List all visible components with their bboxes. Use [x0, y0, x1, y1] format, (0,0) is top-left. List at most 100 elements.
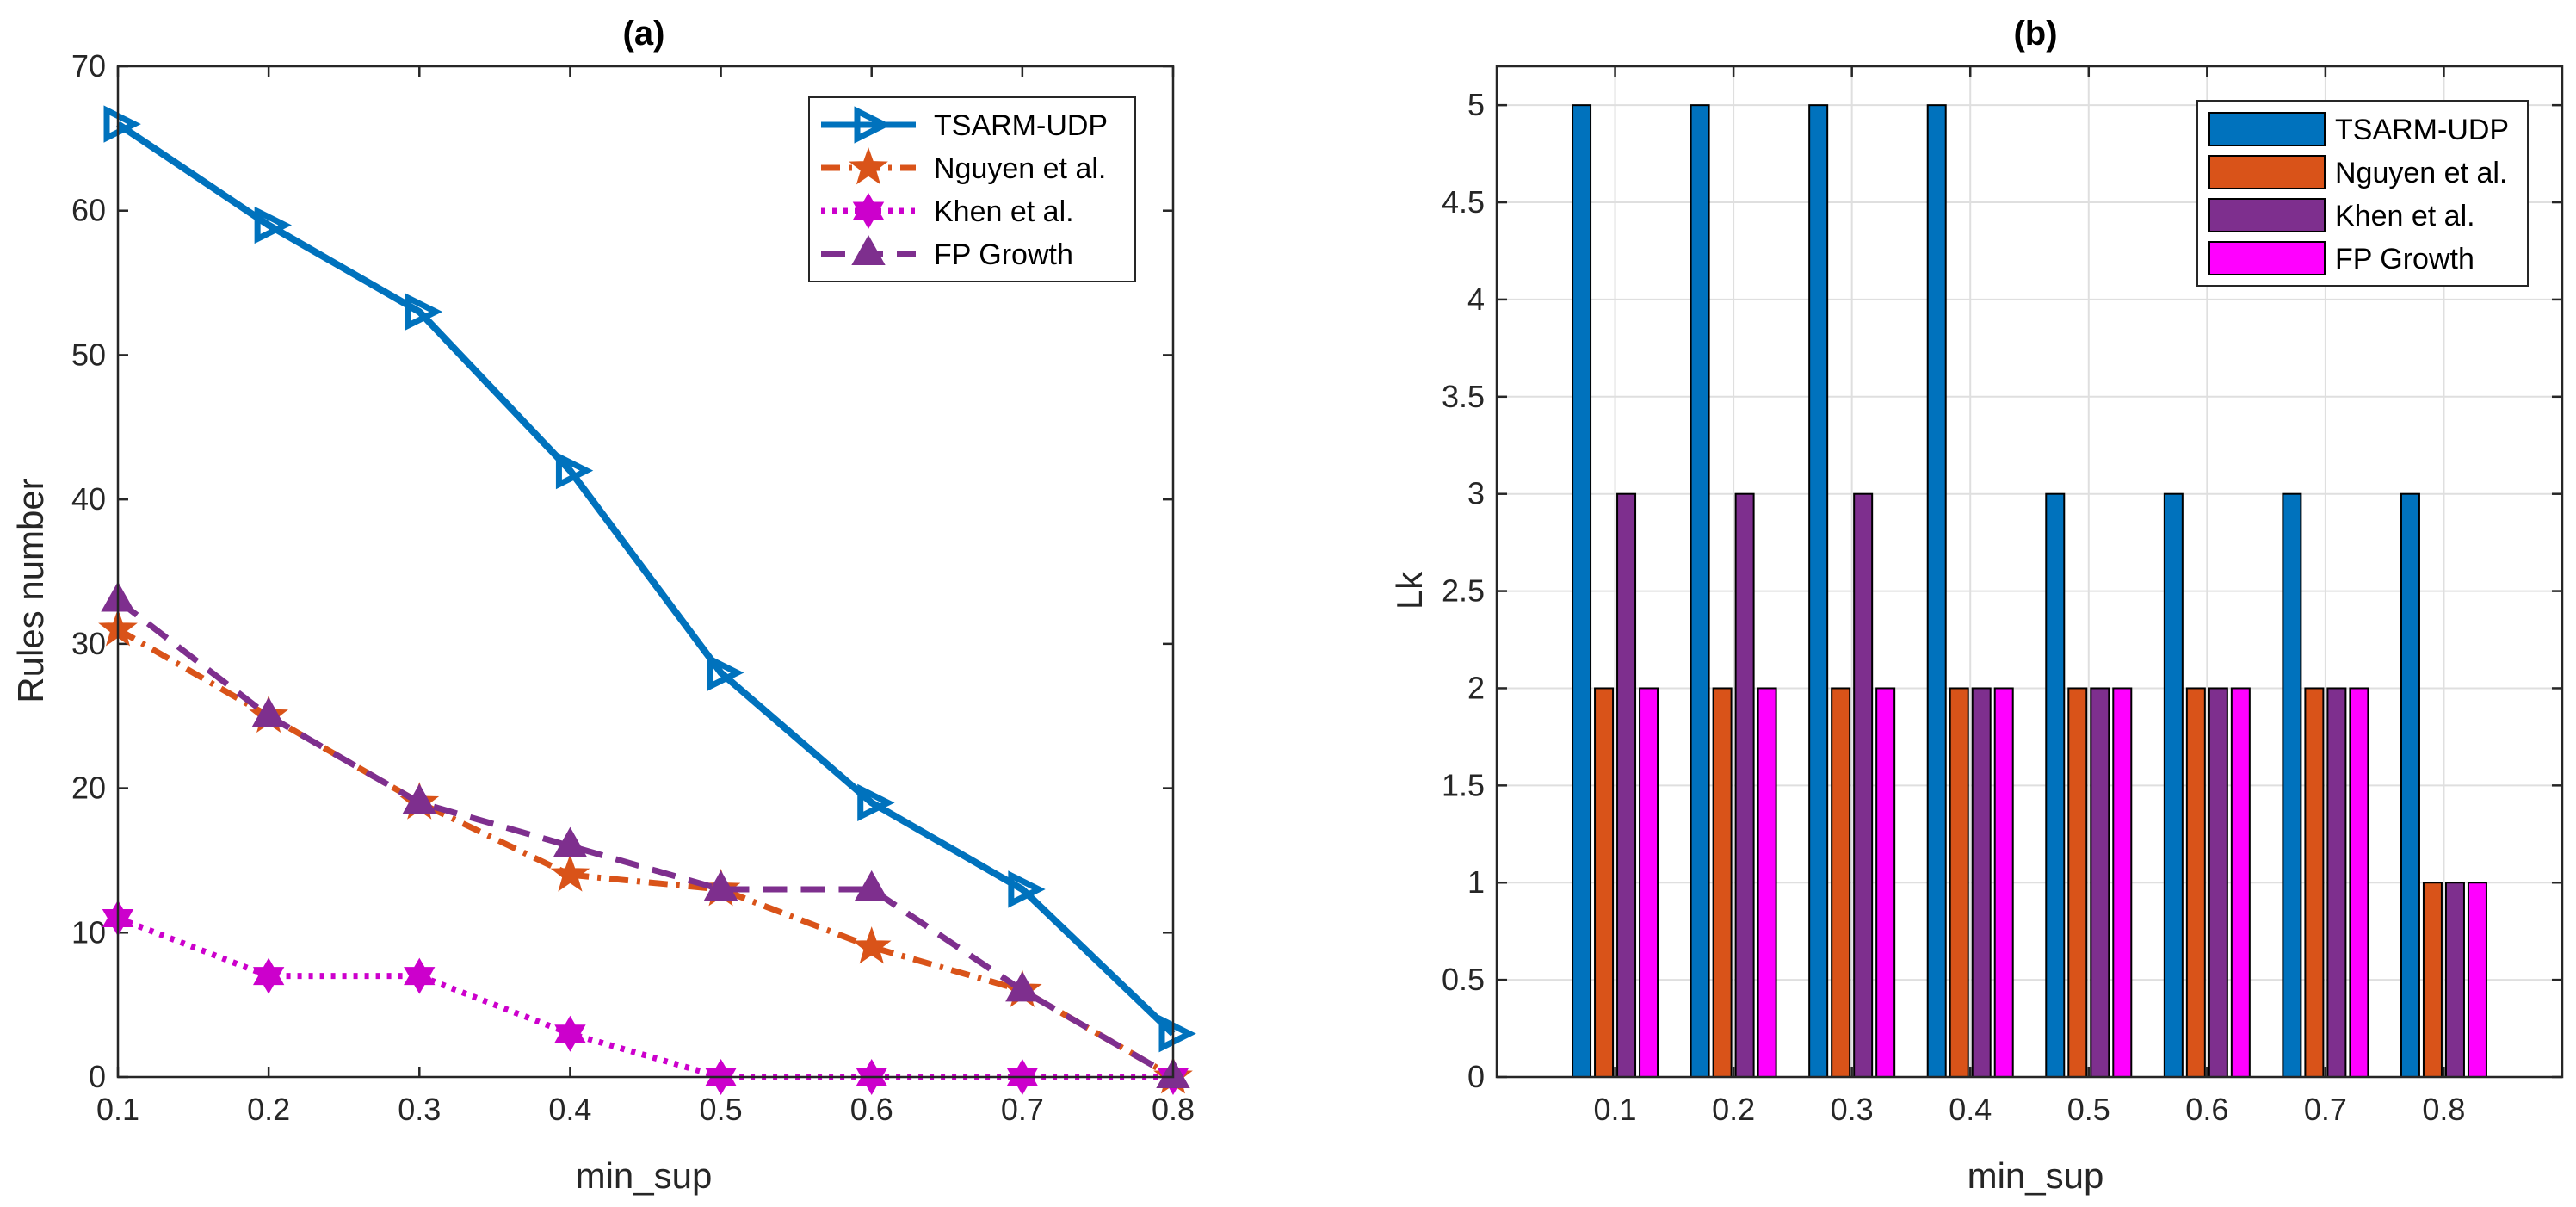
bar	[1808, 104, 1829, 1079]
panel-a-title: (a)	[623, 15, 665, 53]
panel-b-axes-box	[1495, 65, 2564, 1079]
legend-marker	[852, 193, 885, 229]
bar	[1831, 687, 1851, 1078]
panel-b-xlabel: min_sup	[1968, 1155, 2104, 1196]
bar	[2163, 492, 2184, 1078]
data-point-marker	[404, 957, 436, 994]
bar	[2045, 492, 2066, 1078]
legend-label: Nguyen et al.	[934, 152, 1106, 185]
legend-item-tsarm-udp: TSARM-UDP	[2208, 112, 2509, 146]
panel-b-x-tick-label: 0.6	[2185, 1092, 2228, 1127]
bar	[1616, 492, 1637, 1078]
bar	[1594, 687, 1615, 1078]
bar	[1757, 687, 1777, 1078]
panel-a-line-chart: (a) min_sup Rules number 0 10 20 30 40 50 60 70…	[10, 15, 1196, 1196]
bar	[1639, 687, 1659, 1078]
panel-b-y-tick-label: 4	[1467, 282, 1485, 317]
panel-a-y-tick-label: 10	[71, 914, 106, 950]
bar	[2230, 687, 2251, 1078]
panel-a-x-tick-label: 0.3	[398, 1092, 441, 1127]
panel-b-y-tick-label: 3	[1467, 476, 1485, 511]
bar	[2349, 687, 2369, 1078]
legend-label: TSARM-UDP	[934, 109, 1108, 142]
panel-a-x-tick-label: 0.2	[247, 1092, 290, 1127]
panel-b-y-tick-label: 0	[1467, 1059, 1485, 1094]
panel-b-x-tick-label: 0.3	[1831, 1092, 1874, 1127]
panel-b-y-tick-label: 5	[1467, 87, 1485, 122]
data-point-marker	[857, 783, 895, 822]
legend-marker	[854, 106, 892, 144]
legend-item-khen-et-al: Khen et al.	[2208, 198, 2475, 232]
legend-swatch	[2208, 241, 2326, 275]
panel-a-series-tsarm-udp	[103, 105, 1196, 1053]
panel-b-x-tick-label: 0.2	[1712, 1092, 1755, 1127]
panel-b-bar-chart: (b) min_sup Lk 0 0.5 1 1.5 2 2.5 3 3.5 4 4.5 5 0.1 0…	[1389, 15, 2564, 1196]
data-point-marker	[254, 206, 292, 244]
legend-swatch	[2208, 155, 2326, 189]
data-point-marker	[553, 826, 588, 857]
legend-item-nguyen-et-al: Nguyen et al.	[2208, 155, 2507, 189]
bar	[2467, 882, 2487, 1078]
data-point-marker	[555, 451, 594, 490]
panel-b-y-tick-label: 0.5	[1442, 962, 1485, 997]
panel-a-legend: TSARM-UDP Nguyen et al. Khen et al. FP Grow…	[808, 96, 1136, 282]
panel-b-x-tick-label: 0.8	[2422, 1092, 2465, 1127]
panel-a-y-tick-label: 0	[89, 1059, 106, 1094]
data-point-marker	[855, 870, 889, 901]
bar	[1926, 104, 1947, 1079]
panel-a-x-tick-label: 0.6	[850, 1092, 893, 1127]
panel-a-axes-box	[116, 65, 1175, 1079]
panel-a-x-tick-label: 0.8	[1152, 1092, 1195, 1127]
panel-b-y-tick-label: 3.5	[1442, 379, 1485, 414]
legend-item-nguyen-et-al: Nguyen et al.	[821, 147, 1106, 185]
panel-b-title: (b)	[2013, 15, 2057, 53]
legend-item-fp-growth: FP Growth	[2208, 241, 2474, 275]
panel-b-x-tick-label: 0.1	[1594, 1092, 1637, 1127]
data-point-marker	[1005, 971, 1040, 1002]
panel-b-y-tick-label: 4.5	[1442, 184, 1485, 220]
bar	[2304, 687, 2325, 1078]
panel-b-y-tick-label: 1.5	[1442, 767, 1485, 802]
bar	[1949, 687, 1969, 1078]
panel-b-x-tick-label: 0.4	[1949, 1092, 1992, 1127]
legend-item-khen-et-al: Khen et al.	[821, 193, 1074, 229]
series-line	[115, 121, 1176, 1037]
panel-a-ylabel: Rules number	[10, 478, 51, 703]
panel-b-x-tick-label: 0.5	[2067, 1092, 2110, 1127]
panel-b-series-nguyen-et-al	[1594, 687, 2443, 1078]
bar	[1993, 687, 2014, 1078]
data-point-marker	[1008, 870, 1046, 908]
bar	[2090, 687, 2110, 1078]
data-point-marker	[252, 957, 285, 994]
panel-b-x-tick-label: 0.7	[2304, 1092, 2347, 1127]
data-point-marker	[707, 653, 744, 692]
panel-a-y-tick-label: 70	[71, 48, 106, 84]
bar	[2444, 882, 2465, 1078]
legend-item-fp-growth: FP Growth	[821, 234, 1073, 271]
bar	[1572, 104, 1592, 1079]
bar	[2422, 882, 2443, 1078]
bar	[2326, 687, 2347, 1078]
bar	[1853, 492, 1874, 1078]
panel-b-series-khen-et-al	[1616, 492, 2465, 1078]
bar	[2112, 687, 2133, 1078]
legend-label: Khen et al.	[2335, 200, 2475, 232]
panel-a-y-tick-label: 60	[71, 193, 106, 228]
legend-label: TSARM-UDP	[2335, 114, 2509, 146]
legend-label: Nguyen et al.	[2335, 157, 2507, 189]
legend-marker	[849, 147, 888, 185]
bar	[2208, 687, 2228, 1078]
panel-a-x-tick-label: 0.7	[1001, 1092, 1044, 1127]
panel-a-y-tick-label: 50	[71, 337, 106, 372]
bar	[2400, 492, 2420, 1078]
panel-b-y-tick-label: 2.5	[1442, 573, 1485, 609]
panel-b-ylabel: Lk	[1389, 571, 1430, 610]
series-line	[116, 627, 1175, 1080]
bar	[1875, 687, 1896, 1078]
bar	[2067, 687, 2088, 1078]
panel-b-legend: TSARM-UDP Nguyen et al. Khen et al. FP Grow…	[2196, 100, 2529, 287]
panel-a-series-fp-growth	[101, 581, 1190, 1088]
panel-a-x-tick-label: 0.4	[548, 1092, 591, 1127]
legend-item-tsarm-udp: TSARM-UDP	[821, 106, 1108, 144]
